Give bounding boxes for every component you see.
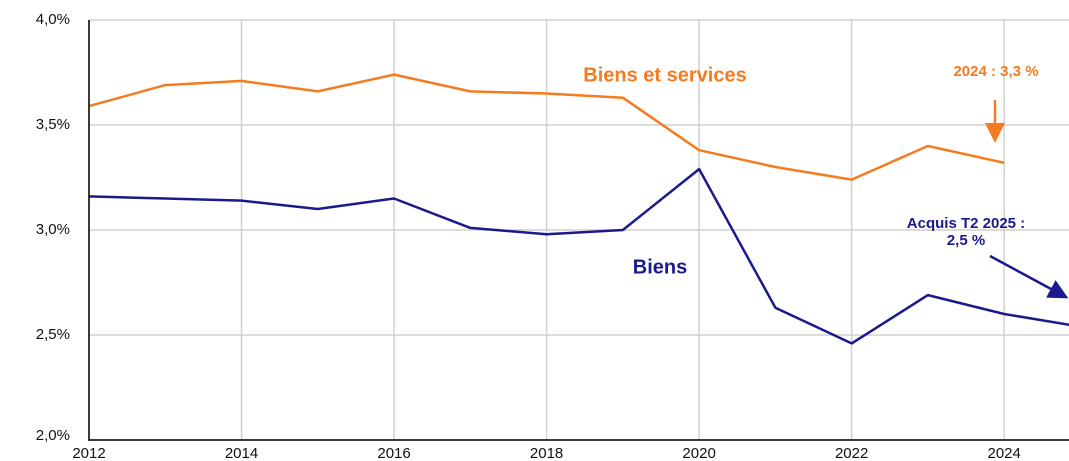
series-line: [89, 167, 1069, 345]
annotation: 2,5 %: [947, 232, 985, 249]
annotation: 2024 : 3,3 %: [953, 63, 1038, 80]
x-tick-label: 2014: [225, 445, 258, 461]
x-tick-label: 2020: [682, 445, 715, 461]
series-label: Biens: [633, 256, 687, 278]
x-tick-label: 2018: [530, 445, 563, 461]
y-tick-label: 2,5%: [36, 326, 70, 343]
y-tick-label: 2,0%: [36, 427, 70, 444]
x-tick-label: 2016: [377, 445, 410, 461]
annotation: Acquis T2 2025 :: [907, 215, 1025, 232]
x-tick-label: 2012: [72, 445, 105, 461]
series-label: Biens et services: [583, 64, 746, 86]
y-tick-label: 4,0%: [36, 11, 70, 28]
series-line: [89, 73, 1005, 181]
y-tick-label: 3,5%: [36, 116, 70, 133]
x-tick-label: 2024: [987, 445, 1020, 461]
x-tick-label: 2022: [835, 445, 868, 461]
arrow: [989, 254, 1069, 299]
y-tick-label: 3,0%: [36, 221, 70, 238]
